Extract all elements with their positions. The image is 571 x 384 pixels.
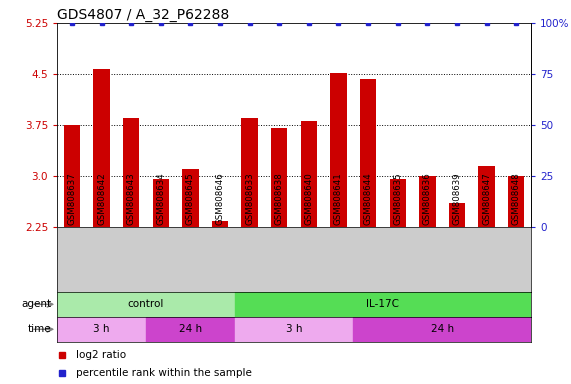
Bar: [419, 176, 436, 227]
Bar: [478, 166, 494, 227]
Bar: [353, 317, 531, 342]
Bar: [389, 179, 406, 227]
Bar: [449, 203, 465, 227]
Text: percentile rank within the sample: percentile rank within the sample: [76, 367, 252, 377]
Text: time: time: [28, 324, 51, 334]
Bar: [271, 128, 287, 227]
Text: control: control: [128, 299, 164, 310]
Bar: [360, 79, 376, 227]
Text: agent: agent: [21, 299, 51, 310]
Bar: [508, 176, 524, 227]
Bar: [94, 69, 110, 227]
Text: 24 h: 24 h: [431, 324, 454, 334]
Text: 3 h: 3 h: [93, 324, 110, 334]
Bar: [182, 169, 199, 227]
Text: IL-17C: IL-17C: [367, 299, 400, 310]
Text: GDS4807 / A_32_P62288: GDS4807 / A_32_P62288: [57, 8, 230, 22]
Bar: [123, 118, 139, 227]
Bar: [235, 317, 353, 342]
Bar: [64, 125, 80, 227]
Bar: [212, 221, 228, 227]
Bar: [301, 121, 317, 227]
Bar: [331, 73, 347, 227]
Text: 3 h: 3 h: [286, 324, 302, 334]
Text: 24 h: 24 h: [179, 324, 202, 334]
Bar: [235, 292, 531, 317]
Text: log2 ratio: log2 ratio: [76, 350, 126, 360]
Bar: [57, 317, 146, 342]
Bar: [152, 179, 169, 227]
Bar: [242, 118, 258, 227]
Bar: [146, 317, 235, 342]
Bar: [57, 292, 235, 317]
